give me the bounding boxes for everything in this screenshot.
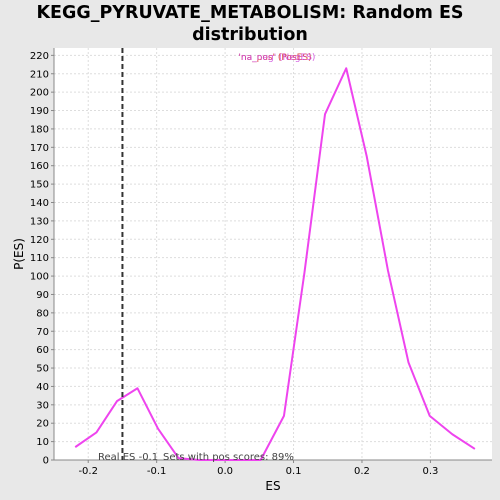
y-tick-label: 110 — [30, 253, 49, 264]
y-tick-label: 50 — [36, 364, 49, 375]
y-tick-label: 120 — [30, 235, 49, 246]
y-tick-label: 140 — [30, 198, 49, 209]
y-tick-label: 130 — [30, 216, 49, 227]
y-tick-label: 0 — [43, 456, 49, 467]
x-tick-label: 0.3 — [422, 466, 438, 477]
y-tick-label: 100 — [30, 272, 49, 283]
real-es-label: Real ES -0.1 — [98, 452, 158, 463]
x-tick-label: -0.2 — [78, 466, 98, 477]
y-tick-label: 70 — [36, 327, 49, 338]
x-tick-label: 0.2 — [354, 466, 370, 477]
y-tick-label: 20 — [36, 419, 49, 430]
y-axis-title: P(ES) — [12, 238, 26, 270]
y-tick-label: 30 — [36, 400, 49, 411]
y-tick-label: 190 — [30, 106, 49, 117]
y-tick-label: 40 — [36, 382, 49, 393]
y-tick-label: 150 — [30, 180, 49, 191]
y-tick-label: 200 — [30, 88, 49, 99]
chart-title-line1: KEGG_PYRUVATE_METABOLISM: Random ES — [36, 3, 464, 23]
y-tick-label: 220 — [30, 51, 49, 62]
chart-title: KEGG_PYRUVATE_METABOLISM: Random ES dist… — [0, 2, 500, 46]
legend-entry: 'na_neg' (NegES) — [239, 53, 316, 63]
x-tick-label: 0.0 — [217, 466, 233, 477]
pos-scores-label: Sets with pos scores: 89% — [163, 452, 294, 463]
y-tick-label: 210 — [30, 69, 49, 80]
y-tick-label: 10 — [36, 437, 49, 448]
y-tick-label: 160 — [30, 161, 49, 172]
plot-area — [54, 48, 492, 460]
y-tick-label: 170 — [30, 143, 49, 154]
legend-entry: 'na_pos' (PosES) — [238, 53, 311, 63]
series-line — [74, 67, 476, 461]
x-tick-label: 0.1 — [286, 466, 302, 477]
y-tick-label: 60 — [36, 345, 49, 356]
y-tick-label: 90 — [36, 290, 49, 301]
x-axis-title: ES — [265, 479, 280, 493]
x-tick-label: -0.1 — [147, 466, 167, 477]
y-tick-label: 180 — [30, 124, 49, 135]
y-tick-label: 80 — [36, 308, 49, 319]
chart-title-line2: distribution — [192, 25, 308, 45]
